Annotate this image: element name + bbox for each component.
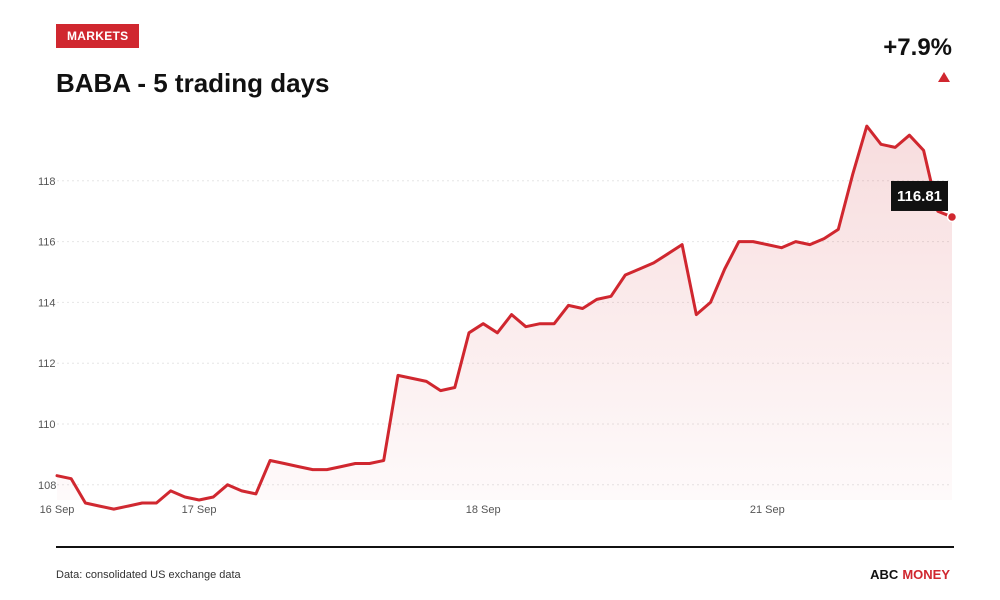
brand-name-part2: MONEY xyxy=(902,567,950,582)
price-chart: 108 110 112 114 116 118 16 Sep 17 Sep 18 Sep 21 S… xyxy=(38,124,958,516)
chart-title: BABA - 5 trading days xyxy=(56,68,330,98)
x-tick-label: 18 Sep xyxy=(466,504,501,516)
y-tick-label: 116 xyxy=(38,237,56,249)
percent-change: +7.9% xyxy=(883,34,952,61)
y-tick-label: 118 xyxy=(38,176,56,188)
section-tag[interactable]: MARKETS xyxy=(56,24,140,48)
last-price-marker xyxy=(946,211,958,223)
last-price-label-box xyxy=(891,180,948,211)
brand-name-part1: ABC xyxy=(870,567,899,582)
footer-rule xyxy=(56,546,954,548)
price-line xyxy=(55,124,954,511)
x-tick-label: 16 Sep xyxy=(40,504,75,516)
brand-logo[interactable]: ABC MONEY xyxy=(870,567,950,582)
last-price-label: 116.81 xyxy=(897,188,942,205)
y-tick-label: 110 xyxy=(38,419,56,431)
x-tick-label: 17 Sep xyxy=(182,504,217,516)
y-tick-label: 112 xyxy=(38,358,56,370)
price-area xyxy=(57,126,952,510)
y-tick-label: 108 xyxy=(38,480,56,492)
x-tick-label: 21 Sep xyxy=(750,504,785,516)
triangle-up-icon xyxy=(938,72,950,82)
data-source-note: Data: consolidated US exchange data xyxy=(56,569,241,581)
y-tick-label: 114 xyxy=(38,297,56,309)
